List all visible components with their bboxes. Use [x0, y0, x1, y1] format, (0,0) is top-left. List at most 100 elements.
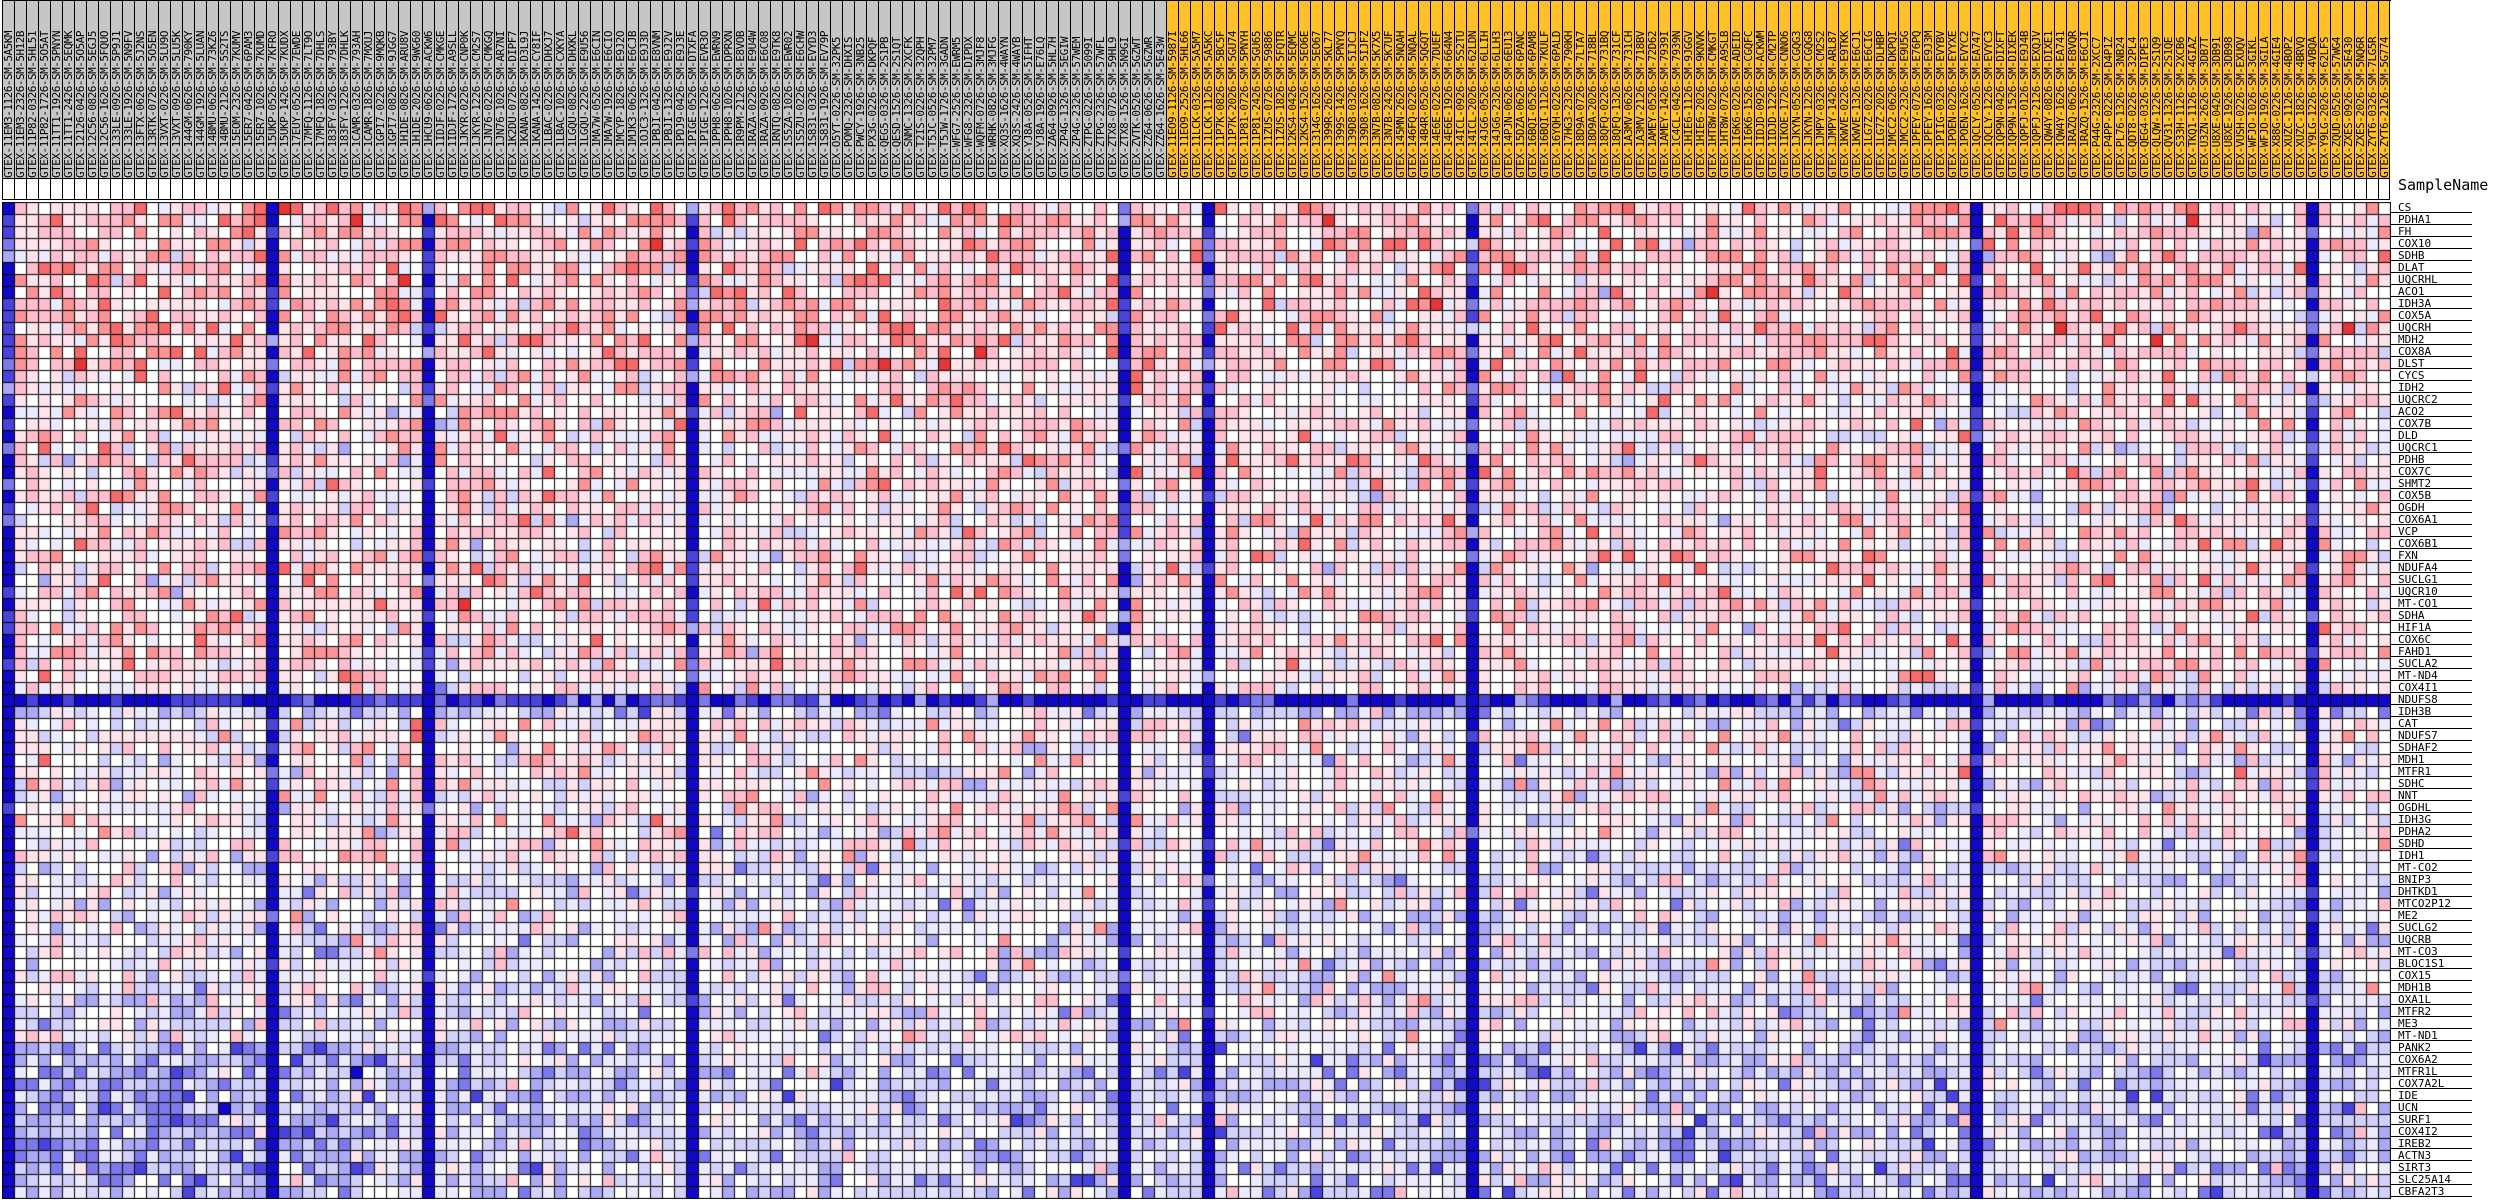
sample-column-header: GTEX-T5JW-1726-SM-3GADN	[938, 1, 950, 179]
empty-header-cell	[1934, 178, 1946, 200]
empty-header-cell	[1502, 178, 1514, 200]
sample-column-header: GTEX-1LBAC-1026-SM-CXKYA	[554, 1, 566, 179]
sample-id-label: GTEX-WFJO-1926-SM-3GILA	[2258, 37, 2270, 178]
sample-id-label: GTEX-17MFQ-1826-SM-7DHLS	[314, 31, 326, 178]
sample-column-header: GTEX-12KS4-0426-SM-5EQMC	[1286, 1, 1298, 179]
sample-id-label: GTEX-XUZC-1126-SM-4BOPZ	[2282, 37, 2294, 178]
empty-header-cell	[2366, 178, 2378, 200]
empty-header-cell	[1202, 178, 1214, 200]
empty-header-cell	[566, 178, 578, 200]
gene-row-label: BNIP3	[2390, 874, 2472, 885]
sample-id-label: GTEX-ZTPG-2326-SM-57WFL	[1094, 37, 1106, 178]
gene-row-label: COX6A1	[2390, 514, 2472, 525]
sample-id-label: GTEX-14PJN-0626-SM-6EU13	[1502, 31, 1514, 178]
sample-id-label: GTEX-1S831-1926-SM-EV79P	[818, 31, 830, 178]
sample-column-header: GTEX-QV31-1326-SM-2S1QE	[2162, 1, 2174, 179]
empty-header-cell	[2138, 178, 2150, 200]
sample-id-label: GTEX-18QFQ-0226-SM-731BQ	[1598, 31, 1610, 178]
sample-id-label: GTEX-WFG7-2526-SM-EWRM5	[950, 37, 962, 178]
sample-id-label: GTEX-U8XE-0426-SM-3DB91	[2210, 37, 2222, 178]
sample-id-label: GTEX-14ICL-2026-SM-62LDN	[1466, 31, 1478, 178]
sample-column-header: GTEX-1S831-1926-SM-EV79P	[818, 1, 830, 179]
gene-row-label: OXA1L	[2390, 994, 2472, 1005]
gene-row-label: SUCLA2	[2390, 658, 2472, 669]
sample-id-label: GTEX-1QW4Y-1626-SM-EA741	[2054, 31, 2066, 178]
empty-header-cell	[1862, 178, 1874, 200]
sample-column-header: GTEX-13FTX-0626-SM-5J2NS	[134, 1, 146, 179]
gene-row-label: COX8A	[2390, 346, 2472, 357]
sample-column-header: GTEX-146FQ-0226-SM-5NQAL	[1406, 1, 1418, 179]
gene-row-label: SIRT3	[2390, 1162, 2472, 1173]
empty-header-cell	[1118, 178, 1130, 200]
gene-row-label: MT-ND4	[2390, 670, 2472, 681]
empty-header-cell	[422, 178, 434, 200]
sample-column-header: GTEX-1POEN-1626-SM-EVYC2	[1958, 1, 1970, 179]
sample-column-header: GTEX-1CAMR-1826-SM-7MXUJ	[362, 1, 374, 179]
sample-column-header: GTEX-1JKYN-1226-SM-CGQG8	[1802, 1, 1814, 179]
empty-header-cell	[698, 178, 710, 200]
sample-column-header: GTEX-1S5ZA-1026-SM-EWR02	[782, 1, 794, 179]
empty-header-cell	[1082, 178, 1094, 200]
sample-column-header: GTEX-YJ8A-1926-SM-E76LQ	[1034, 1, 1046, 179]
gene-row-label: CS	[2390, 202, 2472, 213]
empty-header-cell	[1790, 178, 1802, 200]
gene-row-label: PDHB	[2390, 454, 2472, 465]
sample-column-header: GTEX-ZP4G-2326-SM-57WEM	[1070, 1, 1082, 179]
sample-column-header: GTEX-ZP4G-1326-SM-5EGIW	[1058, 1, 1070, 179]
empty-header-cell	[1802, 178, 1814, 200]
empty-header-cell	[1154, 178, 1166, 200]
sample-column-header: GTEX-16YQH-0226-SM-6PALD	[1550, 1, 1562, 179]
gene-row-label: DLAT	[2390, 262, 2472, 273]
sample-column-header: GTEX-1IDJF-1726-SM-A9SLL	[446, 1, 458, 179]
sample-id-label: GTEX-ZZ64-0626-SM-5GZWR	[1142, 37, 1154, 178]
sample-id-label: GTEX-1JKYR-1226-SM-CM2S7	[470, 31, 482, 178]
gene-row-label: MTFR2	[2390, 1006, 2472, 1017]
sample-id-label: GTEX-S33H-1126-SM-2XCB6	[2174, 37, 2186, 178]
gene-row-label: COX6C	[2390, 634, 2472, 645]
sample-id-label: GTEX-1QCLY-1226-SM-EVYC3	[1982, 31, 1994, 178]
sample-id-label: GTEX-133LE-0926-SM-5P9J1	[110, 31, 122, 178]
sample-column-header: GTEX-1KWVE-0226-SM-E9TKK	[1838, 1, 1850, 179]
empty-header-cell	[2126, 178, 2138, 200]
empty-header-cell	[506, 178, 518, 200]
empty-header-cell	[2066, 178, 2078, 200]
empty-header-cell	[2150, 178, 2162, 200]
empty-header-cell	[2198, 178, 2210, 200]
sample-id-label: GTEX-11P81-0726-SM-5PNYH	[1238, 31, 1250, 178]
sample-column-header: GTEX-1QPFJ-0126-SM-E9J4B	[2018, 1, 2030, 179]
gene-row-label: UQCRHL	[2390, 274, 2472, 285]
gene-row-label: ME3	[2390, 1018, 2472, 1029]
sample-id-label: GTEX-XQ3S-1626-SM-4WAYN	[998, 37, 1010, 178]
empty-header-cell	[1946, 178, 1958, 200]
sample-id-label: GTEX-16YQH-0226-SM-6PALD	[1550, 31, 1562, 178]
sample-column-header: GTEX-1KANA-1426-SM-CY8IF	[530, 1, 542, 179]
empty-header-cell	[1022, 178, 1034, 200]
sample-id-label: GTEX-1LGQU-2226-SM-E9U56	[578, 31, 590, 178]
empty-header-cell	[398, 178, 410, 200]
empty-header-cell	[1178, 178, 1190, 200]
sample-id-label: GTEX-ZYT6-2126-SM-5G774	[2378, 37, 2390, 178]
sample-id-label: GTEX-1CAMR-0326-SM-793AH	[350, 31, 362, 178]
sample-column-header: GTEX-1S831-0326-SM-EVYD3	[806, 1, 818, 179]
sample-id-label: GTEX-1PBJI-1326-SM-E9J2V	[662, 31, 674, 178]
empty-header-cell	[254, 178, 266, 200]
sample-column-header: GTEX-11EM3-2326-SM-5H12B	[14, 1, 26, 179]
sample-column-header: GTEX-1PFEY-1626-SM-E9J3M	[1922, 1, 1934, 179]
sample-column-header: GTEX-1JMPY-0326-SM-CM2S2	[1814, 1, 1826, 179]
sample-column-header: GTEX-T2IS-0226-SM-32QPH	[914, 1, 926, 179]
empty-header-cell	[1358, 178, 1370, 200]
sample-id-label: GTEX-11LCK-1126-SM-5A5KC	[1202, 31, 1214, 178]
gene-row-label: OGDHL	[2390, 802, 2472, 813]
gene-row-label: COX5A	[2390, 310, 2472, 321]
sample-column-header: GTEX-ZTX8-0726-SM-59HL9	[1106, 1, 1118, 179]
sample-column-header: GTEX-ZTPG-0226-SM-5099I	[1082, 1, 1094, 179]
sample-id-label: GTEX-1HT8W-0226-SM-CMKGT	[1706, 31, 1718, 178]
gene-row-label: PANK2	[2390, 1042, 2472, 1053]
sample-id-label: GTEX-1IDJD-1226-SM-CM2TP	[1766, 31, 1778, 178]
empty-header-cell	[806, 178, 818, 200]
sample-column-header: GTEX-P44G-2326-SM-2XCC7	[2090, 1, 2102, 179]
sample-column-header: GTEX-U8XE-0426-SM-3DB91	[2210, 1, 2222, 179]
sample-column-header: GTEX-1HCU9-0626-SM-ACKW6	[422, 1, 434, 179]
sample-column-header: GTEX-ZXES-2026-SM-5NQ6R	[2354, 1, 2366, 179]
empty-header-cell	[1838, 178, 1850, 200]
